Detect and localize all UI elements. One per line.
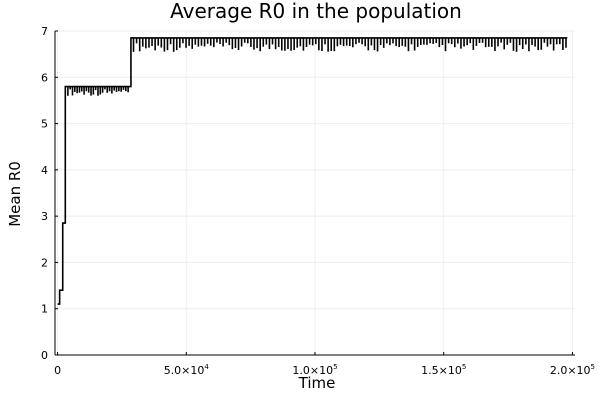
- y-tick-label: 4: [41, 164, 48, 177]
- gridlines: [55, 30, 575, 356]
- y-tick-label: 1: [41, 303, 48, 316]
- y-tick-label: 0: [41, 349, 48, 362]
- chart-title: Average R0 in the population: [170, 0, 462, 23]
- y-tick-label: 2: [41, 256, 48, 269]
- y-tick-label: 5: [41, 118, 48, 131]
- x-axis-ticks: 0 5.0×104 1.0×105 1.5×105 2.0×105: [54, 352, 595, 377]
- plot-area: [57, 37, 568, 305]
- y-tick-label: 6: [41, 71, 48, 84]
- x-tick-label: 2.0×105: [550, 363, 595, 377]
- x-tick-label: 1.0×105: [292, 363, 337, 377]
- x-tick-label: 0: [54, 364, 61, 377]
- y-axis-label: Mean R0: [6, 161, 24, 227]
- x-tick-label: 5.0×104: [164, 363, 210, 377]
- series-line: [57, 37, 568, 305]
- y-tick-label: 7: [41, 25, 48, 38]
- x-tick-label: 1.5×105: [421, 363, 466, 377]
- y-tick-label: 3: [41, 210, 48, 223]
- y-axis-ticks: 0 1 2 3 4 5 6 7: [41, 25, 58, 362]
- x-axis-label: Time: [298, 374, 336, 392]
